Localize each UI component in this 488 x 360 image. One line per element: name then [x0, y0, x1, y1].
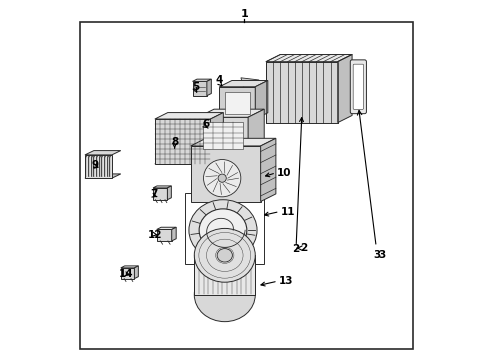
Polygon shape	[219, 87, 255, 119]
Polygon shape	[155, 157, 223, 164]
Bar	[203, 122, 242, 149]
Polygon shape	[210, 113, 223, 164]
Polygon shape	[153, 188, 167, 200]
Text: 3: 3	[377, 249, 385, 260]
Bar	[194, 255, 255, 295]
Text: 3: 3	[357, 111, 380, 260]
Text: 9: 9	[91, 159, 98, 170]
Polygon shape	[156, 227, 176, 229]
Text: 2: 2	[292, 244, 299, 254]
Text: 12: 12	[147, 230, 162, 239]
Polygon shape	[85, 150, 121, 155]
Text: 7: 7	[150, 189, 158, 199]
Text: 10: 10	[276, 168, 291, 178]
Ellipse shape	[199, 209, 246, 252]
Ellipse shape	[217, 249, 232, 262]
Ellipse shape	[194, 228, 255, 282]
Polygon shape	[171, 227, 176, 241]
Circle shape	[203, 159, 240, 197]
Bar	[85, 155, 112, 178]
Text: 2: 2	[297, 243, 306, 253]
Circle shape	[218, 174, 226, 182]
FancyBboxPatch shape	[352, 64, 363, 109]
Polygon shape	[190, 146, 260, 202]
Polygon shape	[198, 117, 247, 153]
Polygon shape	[156, 229, 171, 241]
Text: 4: 4	[215, 75, 223, 85]
Polygon shape	[206, 79, 211, 96]
Polygon shape	[134, 266, 138, 279]
Polygon shape	[85, 174, 121, 178]
Polygon shape	[153, 186, 171, 188]
Polygon shape	[260, 138, 275, 202]
Text: 5: 5	[191, 82, 199, 92]
Polygon shape	[247, 109, 264, 153]
Text: 14: 14	[119, 269, 133, 279]
Text: 6: 6	[202, 119, 209, 129]
Bar	[224, 92, 249, 114]
Polygon shape	[192, 81, 206, 96]
Ellipse shape	[194, 268, 255, 321]
Polygon shape	[190, 138, 275, 146]
Polygon shape	[255, 81, 267, 119]
Polygon shape	[167, 186, 171, 200]
Text: 11: 11	[280, 207, 294, 217]
Text: 1: 1	[240, 9, 248, 19]
Polygon shape	[198, 109, 264, 117]
Polygon shape	[265, 54, 351, 62]
Text: 13: 13	[278, 276, 292, 286]
Ellipse shape	[188, 200, 257, 261]
Polygon shape	[155, 119, 210, 164]
Polygon shape	[121, 266, 138, 268]
Polygon shape	[337, 54, 351, 123]
Polygon shape	[192, 79, 211, 81]
Polygon shape	[155, 113, 223, 119]
Text: 8: 8	[171, 138, 178, 147]
Polygon shape	[265, 62, 337, 123]
Polygon shape	[241, 78, 262, 95]
Polygon shape	[219, 81, 267, 87]
Polygon shape	[121, 268, 134, 279]
FancyBboxPatch shape	[349, 60, 366, 114]
